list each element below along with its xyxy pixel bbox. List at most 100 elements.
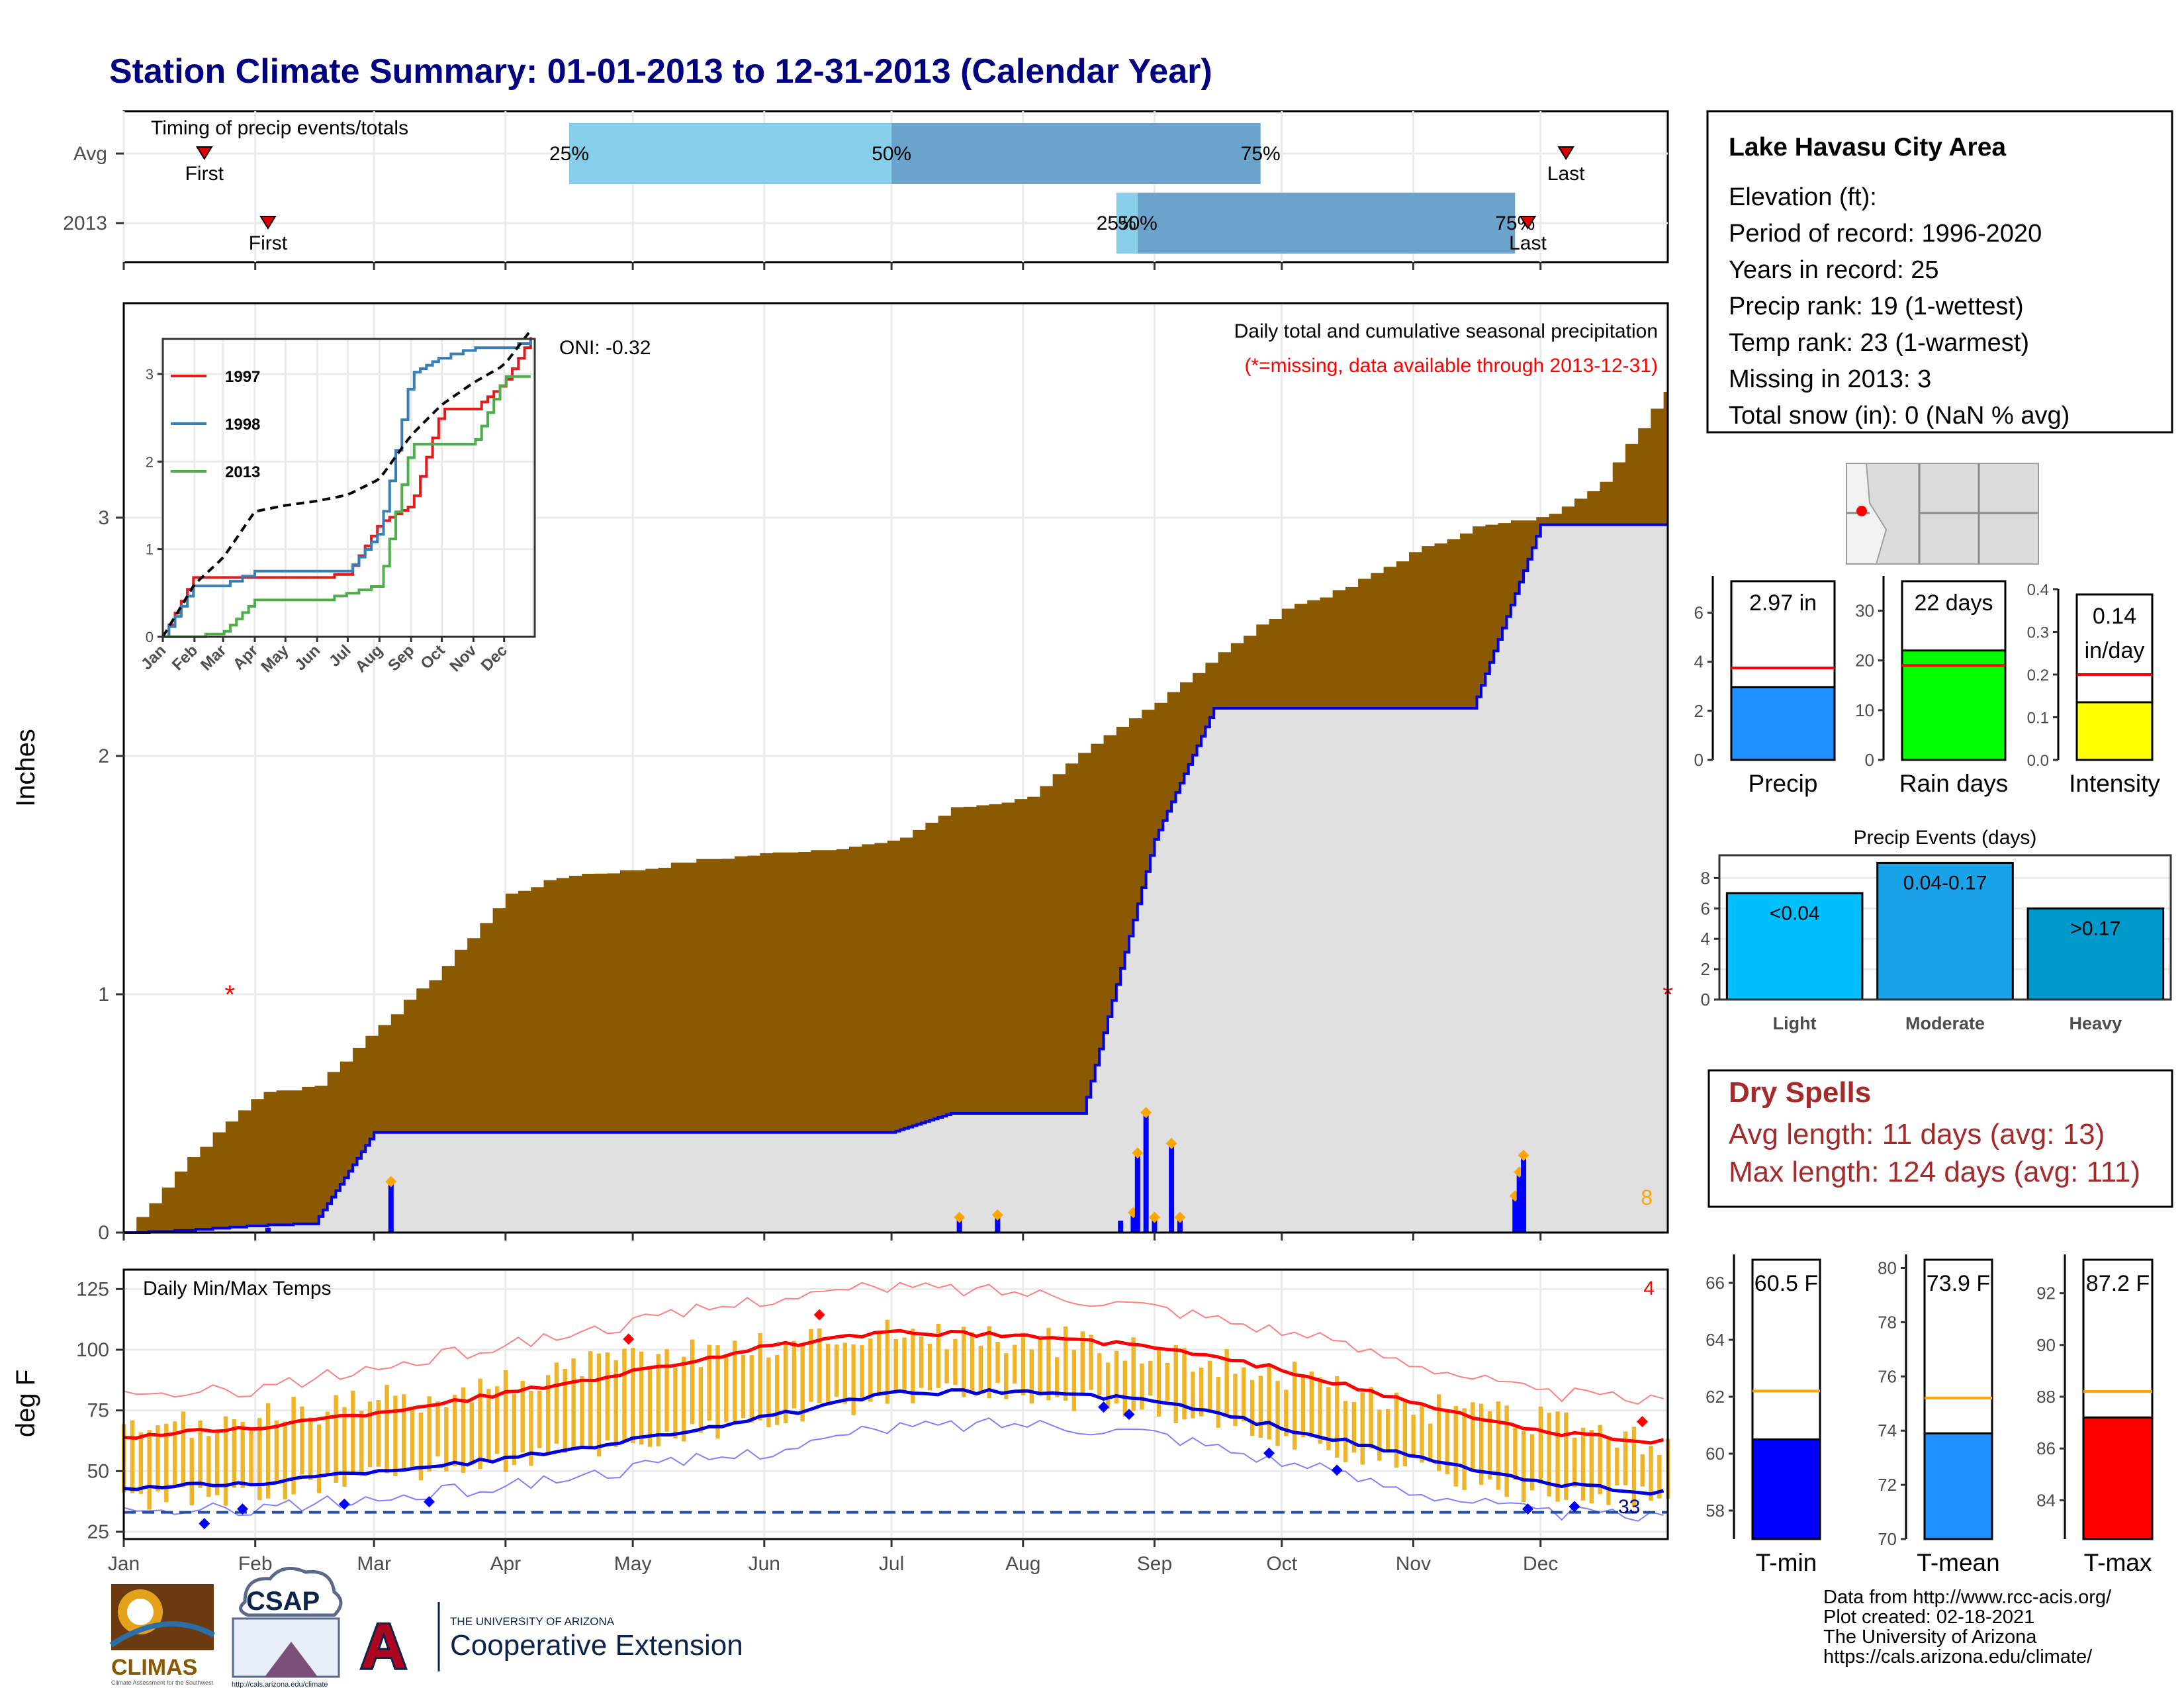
month-label: Mar (357, 1553, 391, 1575)
daily-temp-bar (1385, 1409, 1390, 1450)
daily-temp-bar (410, 1408, 415, 1470)
station-line: Missing in 2013: 3 (1729, 365, 1931, 393)
daily-temp-bar (1284, 1389, 1289, 1436)
daily-temp-bar (1148, 1360, 1153, 1396)
inset-series-line (163, 337, 532, 638)
daily-temp-bar (647, 1369, 653, 1447)
above-avg-day-marker (1174, 1211, 1186, 1223)
daily-temp-bar (1131, 1337, 1136, 1411)
daily-temp-bar (147, 1430, 152, 1510)
daily-precip-bar (1169, 1144, 1175, 1233)
inset-ytick-label: 2 (146, 453, 154, 470)
record-low-marker (1331, 1464, 1343, 1476)
event-bar (1876, 861, 2014, 1001)
above-avg-day-marker (991, 1209, 1003, 1221)
daily-temp-bar (1462, 1408, 1467, 1490)
climas-logo: CLIMAS Climate Assessment for the Southw… (109, 1584, 215, 1686)
daily-temp-bar (1555, 1411, 1560, 1502)
daily-temp-bar (563, 1368, 567, 1453)
mini-ytick-label: 66 (1706, 1273, 1725, 1293)
daily-temp-bar (1089, 1335, 1093, 1390)
station-info-box: Lake Havasu City Area Elevation (ft): Pe… (1706, 110, 2173, 434)
location-map (1846, 463, 2039, 565)
record-high-marker (1637, 1416, 1649, 1428)
daily-temp-bar (580, 1376, 584, 1446)
daily-temp-bar (1487, 1411, 1492, 1479)
timing-panel: Avg 2013 Timing of precip events/totals 25%… (63, 110, 1669, 270)
missing-data-note: (*=missing, data available through 2013-… (1244, 355, 1658, 377)
daily-temp-bar (987, 1326, 991, 1399)
daily-temp-bar (724, 1355, 729, 1423)
month-label: Jan (108, 1553, 140, 1575)
mini-ytick-label: 64 (1706, 1330, 1725, 1350)
events-title: Precip Events (days) (1854, 827, 2037, 849)
daily-temp-bar (291, 1396, 296, 1495)
footer-credits: Data from http://www.rcc-acis.org/ Plot … (1823, 1587, 2112, 1667)
inset-series-line (163, 375, 531, 638)
timing-q1-box (569, 123, 892, 184)
daily-temp-bar (1351, 1401, 1357, 1453)
daily-temp-bar (851, 1344, 856, 1415)
above-avg-day-count: 8 (1641, 1186, 1653, 1209)
csap-url: http://cals.arizona.edu/climate (232, 1681, 328, 1688)
daily-temp-bar (1479, 1403, 1484, 1485)
mini-ytick-label: 72 (1878, 1475, 1897, 1495)
daily-temp-bar (1292, 1361, 1297, 1450)
mini-chart-value-label: 0.14 (2093, 604, 2136, 629)
temp-panel-bg (124, 1270, 1668, 1539)
last-event-label: Last (1547, 163, 1585, 185)
daily-temp-bar (1300, 1376, 1306, 1438)
record-low-marker (1569, 1501, 1580, 1513)
daily-temp-bar (1055, 1357, 1060, 1397)
daily-temp-bar (1080, 1331, 1085, 1393)
intensity-chart: 0.0 0.1 0.2 0.3 0.4 0.14 in/day Intensity (2027, 581, 2171, 797)
daily-temp-bar (1063, 1326, 1068, 1401)
inset-legend-label: 1997 (225, 368, 260, 386)
daily-temp-bar (962, 1327, 966, 1397)
daily-temp-bar (1538, 1406, 1543, 1483)
daily-temp-bar (444, 1407, 449, 1472)
daily-temp-bar (995, 1341, 1000, 1383)
daily-temp-bar (393, 1395, 398, 1477)
daily-temp-bar (1377, 1409, 1382, 1461)
above-avg-day-marker (1165, 1137, 1177, 1149)
daily-temp-bar (978, 1346, 983, 1391)
daily-temp-bar (825, 1344, 831, 1405)
daily-temp-bar (732, 1340, 737, 1425)
daily-temp-bar (257, 1418, 262, 1501)
daily-precip-bar (1516, 1173, 1522, 1233)
daily-precip-bar (388, 1182, 394, 1233)
events-frame (1718, 854, 2172, 1001)
daily-temp-bar (1547, 1413, 1551, 1497)
missing-day-marker: * (224, 980, 235, 1009)
daily-temp-bar (749, 1355, 754, 1423)
daily-temp-bar (605, 1352, 610, 1440)
dry-spells-box: Dry Spells Avg length: 11 days (avg: 13)… (1707, 1069, 2173, 1208)
daily-temp-bar (927, 1343, 933, 1391)
first-event-marker (195, 146, 213, 160)
daily-temp-bar (1369, 1387, 1373, 1449)
event-bar-label: Moderate (1905, 1013, 1985, 1033)
daily-temp-bar (622, 1348, 627, 1442)
first-event-label: First (185, 163, 224, 185)
daily-temp-bar (181, 1411, 186, 1487)
temp-panel-header: Daily Min/Max Temps (143, 1278, 332, 1299)
daily-temp-bar (1513, 1425, 1518, 1480)
events-ytick-label: 4 (1701, 929, 1710, 949)
record-low-marker (1123, 1409, 1135, 1421)
dry-spells-title: Dry Spells (1729, 1076, 1871, 1109)
mini-ytick-label: 20 (1855, 651, 1874, 671)
mini-ytick-label: 0.4 (2027, 581, 2049, 599)
month-label: Feb (238, 1553, 273, 1575)
event-bar-range: 0.04-0.17 (1903, 872, 1987, 894)
daily-temp-bar (223, 1416, 228, 1506)
daily-temp-bar (902, 1337, 907, 1391)
tmax-chart: 84 86 88 90 92 87.2 F T-max (2036, 1254, 2171, 1576)
daily-temp-bar (783, 1344, 788, 1424)
record-low-marker (1263, 1447, 1275, 1459)
daily-temp-bar (1606, 1436, 1611, 1505)
daily-temp-bar (614, 1360, 618, 1448)
temp-ytick-label: 50 (87, 1460, 109, 1482)
above-avg-day-marker (1148, 1211, 1160, 1223)
